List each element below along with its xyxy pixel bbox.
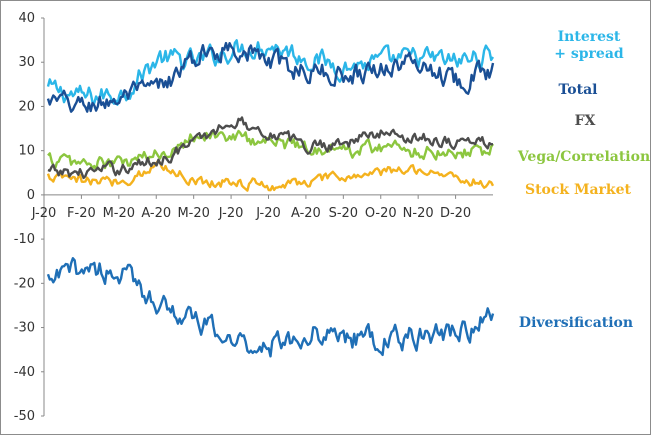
y-tick-label: 30 <box>18 55 35 70</box>
y-tick-label: 20 <box>18 99 35 114</box>
legend-label-total: Total <box>558 82 597 98</box>
y-tick-label: -50 <box>14 409 35 424</box>
x-tick-label: J-20 <box>31 206 57 221</box>
series-line-stock-market <box>46 158 495 192</box>
legend-label-vega-correlation: Vega/Correlation <box>517 149 650 165</box>
x-tick-label: M-20 <box>177 206 209 221</box>
y-tick-label: -20 <box>14 276 35 291</box>
x-axis-tick-labels: J-20 F-20 M-20 A-20 M-20 J-20 J-20 A-20 S-20 O-20… <box>31 194 471 221</box>
legend-text-line: FX <box>575 113 596 129</box>
legend: Interest + spread Total FX Vega/Correlation S… <box>517 29 650 331</box>
y-tick-label: 40 <box>18 11 35 26</box>
x-tick-label: A-20 <box>291 206 321 221</box>
x-tick-label: S-20 <box>329 206 359 221</box>
x-tick-label: N-20 <box>403 206 434 221</box>
legend-text-line: Interest <box>558 29 621 45</box>
legend-label-interest-spread: Interest + spread <box>554 29 624 62</box>
series-line-fx <box>47 116 494 180</box>
series-line-total <box>46 41 495 113</box>
legend-text-line: + spread <box>554 46 624 62</box>
legend-text-line: Stock Market <box>525 182 632 198</box>
series-line-vega-correlation <box>47 129 494 172</box>
x-tick-label: J-20 <box>218 206 244 221</box>
y-tick-label: -30 <box>14 321 35 336</box>
legend-label-diversification: Diversification <box>519 315 633 331</box>
series-line-diversification <box>46 257 495 358</box>
y-tick-label: -10 <box>14 232 35 247</box>
legend-label-stock-market: Stock Market <box>525 182 632 198</box>
y-tick-label: 10 <box>18 144 35 159</box>
series-lines <box>46 39 495 358</box>
x-tick-label: F-20 <box>67 206 96 221</box>
x-tick-label: O-20 <box>365 206 397 221</box>
legend-text-line: Diversification <box>519 315 633 331</box>
x-tick-label: A-20 <box>141 206 171 221</box>
x-tick-label: M-20 <box>103 206 135 221</box>
legend-text-line: Vega/Correlation <box>517 149 650 165</box>
series-line-interest-spread <box>46 39 495 106</box>
x-tick-label: D-20 <box>440 206 471 221</box>
legend-label-fx: FX <box>575 113 596 129</box>
y-tick-label: -40 <box>14 365 35 380</box>
legend-text-line: Total <box>558 82 597 98</box>
x-tick-label: J-20 <box>255 206 281 221</box>
y-tick-label: 0 <box>27 188 35 203</box>
y-axis-tick-labels: 40 30 20 10 0 -10 -20 -30 -40 -50 <box>14 11 44 424</box>
